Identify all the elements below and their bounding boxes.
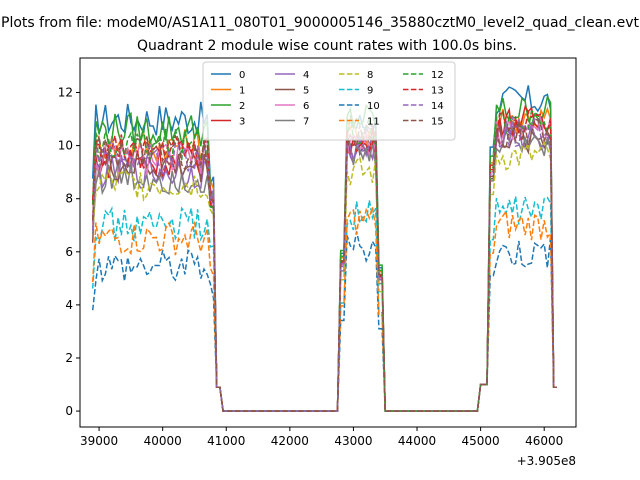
y-tick-label-5: 10 bbox=[58, 139, 73, 153]
series-layer bbox=[91, 85, 557, 412]
y-axis: 0 2 4 6 8 10 12 bbox=[58, 86, 80, 418]
y-tick-label-4: 8 bbox=[65, 192, 73, 206]
legend-frame bbox=[202, 61, 456, 141]
x-tick-label-3: 42000 bbox=[271, 434, 309, 448]
legend-label-2: 2 bbox=[239, 101, 245, 112]
legend-label-11: 11 bbox=[367, 117, 380, 128]
y-tick-label-6: 12 bbox=[58, 86, 73, 100]
x-tick-label-5: 44000 bbox=[398, 434, 436, 448]
x-tick-label-1: 40000 bbox=[144, 434, 182, 448]
figure-suptitle: Plots from file: modeM0/AS1A11_080T01_90… bbox=[1, 15, 639, 31]
legend-label-3: 3 bbox=[239, 117, 245, 128]
legend-label-4: 4 bbox=[303, 70, 309, 81]
x-tick-label-0: 39000 bbox=[80, 434, 118, 448]
y-tick-label-3: 6 bbox=[65, 245, 73, 259]
x-tick-label-4: 43000 bbox=[334, 434, 372, 448]
legend-label-0: 0 bbox=[239, 70, 245, 81]
y-tick-label-2: 4 bbox=[65, 298, 73, 312]
legend-label-6: 6 bbox=[303, 101, 309, 112]
legend-label-12: 12 bbox=[431, 70, 444, 81]
y-tick-label-1: 2 bbox=[65, 351, 73, 365]
legend-label-14: 14 bbox=[431, 101, 444, 112]
legend-label-5: 5 bbox=[303, 86, 309, 97]
y-tick-label-0: 0 bbox=[65, 404, 73, 418]
x-tick-label-7: 46000 bbox=[525, 434, 563, 448]
plot-frame bbox=[79, 57, 577, 428]
series-line-10 bbox=[91, 231, 557, 412]
x-tick-label-2: 41000 bbox=[207, 434, 245, 448]
x-offset-label: +3.905e8 bbox=[517, 454, 576, 468]
x-axis: 39000 40000 41000 42000 43000 44000 45000 46000 bbox=[80, 427, 563, 448]
legend-label-9: 9 bbox=[367, 86, 373, 97]
legend-label-13: 13 bbox=[431, 86, 444, 97]
legend-label-1: 1 bbox=[239, 86, 245, 97]
series-line-15 bbox=[91, 118, 557, 412]
legend-label-7: 7 bbox=[303, 117, 309, 128]
legend-label-15: 15 bbox=[431, 117, 444, 128]
legend-label-8: 8 bbox=[367, 70, 373, 81]
series-line-14 bbox=[91, 116, 557, 412]
x-tick-label-6: 45000 bbox=[462, 434, 500, 448]
legend-label-10: 10 bbox=[367, 101, 380, 112]
chart-title: Quadrant 2 module wise count rates with … bbox=[137, 38, 517, 54]
